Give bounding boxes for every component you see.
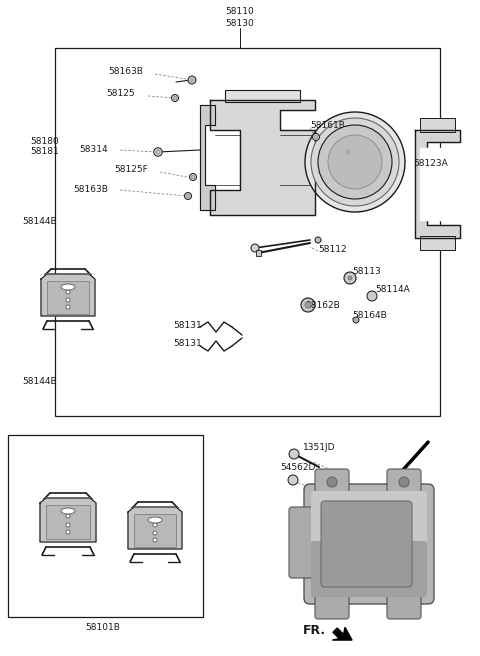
Circle shape — [314, 135, 318, 139]
Text: 58180: 58180 — [30, 136, 59, 146]
Text: 58163B: 58163B — [73, 186, 108, 194]
Circle shape — [355, 319, 358, 321]
Bar — [8, 435, 203, 617]
Bar — [134, 514, 176, 547]
Circle shape — [315, 237, 321, 243]
Circle shape — [305, 302, 311, 308]
Circle shape — [153, 531, 157, 535]
Text: 58161B: 58161B — [310, 121, 345, 131]
Polygon shape — [415, 130, 460, 238]
Circle shape — [156, 150, 160, 154]
Circle shape — [173, 96, 177, 100]
Polygon shape — [210, 100, 315, 215]
Circle shape — [153, 538, 157, 542]
Circle shape — [327, 477, 337, 487]
Circle shape — [154, 148, 162, 156]
Text: 58314: 58314 — [79, 144, 108, 154]
Circle shape — [353, 317, 359, 323]
Text: 58164B: 58164B — [343, 138, 378, 148]
Bar — [46, 505, 90, 539]
Bar — [55, 48, 440, 416]
Text: 58131: 58131 — [173, 338, 202, 348]
Text: 58181: 58181 — [30, 146, 59, 155]
Circle shape — [66, 290, 70, 294]
Bar — [256, 250, 261, 256]
Bar — [225, 90, 300, 102]
Text: 54562D: 54562D — [280, 464, 315, 472]
Circle shape — [171, 94, 179, 102]
FancyBboxPatch shape — [289, 507, 315, 578]
Text: 58162B: 58162B — [305, 300, 340, 310]
Circle shape — [318, 125, 392, 199]
Text: 58130: 58130 — [226, 18, 254, 28]
Circle shape — [399, 477, 409, 487]
Circle shape — [66, 514, 70, 518]
FancyBboxPatch shape — [387, 593, 421, 619]
Text: 1351JD: 1351JD — [303, 443, 336, 453]
Circle shape — [289, 449, 299, 459]
Ellipse shape — [148, 517, 162, 523]
FancyBboxPatch shape — [315, 469, 349, 495]
Circle shape — [311, 118, 399, 206]
Text: 58164B: 58164B — [352, 312, 387, 321]
Text: 58144B: 58144B — [22, 377, 57, 386]
Polygon shape — [332, 627, 352, 640]
Circle shape — [301, 298, 315, 312]
Circle shape — [190, 173, 196, 180]
Circle shape — [312, 134, 320, 140]
Circle shape — [348, 276, 352, 280]
Text: 58144B: 58144B — [22, 218, 57, 226]
Circle shape — [186, 194, 190, 197]
FancyBboxPatch shape — [311, 491, 427, 547]
Text: 58113: 58113 — [352, 268, 381, 276]
FancyBboxPatch shape — [387, 469, 421, 495]
Text: FR.: FR. — [303, 623, 326, 636]
Bar — [315, 140, 333, 184]
Polygon shape — [420, 148, 457, 220]
Text: 58125: 58125 — [107, 89, 135, 98]
Text: 58114A: 58114A — [375, 285, 410, 293]
Circle shape — [347, 150, 349, 154]
Ellipse shape — [61, 508, 75, 514]
Text: 58123A: 58123A — [413, 159, 448, 167]
Circle shape — [190, 78, 194, 82]
Circle shape — [345, 149, 351, 155]
Text: 58163B: 58163B — [108, 68, 143, 77]
Circle shape — [367, 291, 377, 301]
Circle shape — [184, 192, 192, 199]
Circle shape — [251, 244, 259, 252]
Circle shape — [344, 272, 356, 284]
Circle shape — [66, 305, 70, 309]
Circle shape — [328, 135, 382, 189]
Circle shape — [66, 530, 70, 534]
Polygon shape — [200, 105, 215, 210]
FancyBboxPatch shape — [321, 501, 412, 587]
Text: 58112: 58112 — [318, 245, 347, 253]
Text: 58125F: 58125F — [114, 165, 148, 174]
Text: 58131: 58131 — [173, 321, 202, 329]
Circle shape — [66, 298, 70, 302]
Ellipse shape — [61, 284, 75, 290]
Circle shape — [288, 475, 298, 485]
Circle shape — [153, 523, 157, 527]
Bar — [420, 236, 455, 250]
Circle shape — [305, 112, 405, 212]
Polygon shape — [128, 507, 182, 549]
FancyBboxPatch shape — [304, 484, 434, 604]
Text: 58101B: 58101B — [85, 623, 120, 632]
FancyBboxPatch shape — [311, 541, 427, 597]
Circle shape — [66, 523, 70, 527]
Circle shape — [188, 76, 196, 84]
Bar — [420, 118, 455, 132]
FancyBboxPatch shape — [315, 593, 349, 619]
Text: 58110: 58110 — [226, 7, 254, 16]
Bar — [47, 281, 89, 314]
Circle shape — [191, 175, 195, 178]
Polygon shape — [41, 274, 95, 316]
Polygon shape — [40, 498, 96, 542]
